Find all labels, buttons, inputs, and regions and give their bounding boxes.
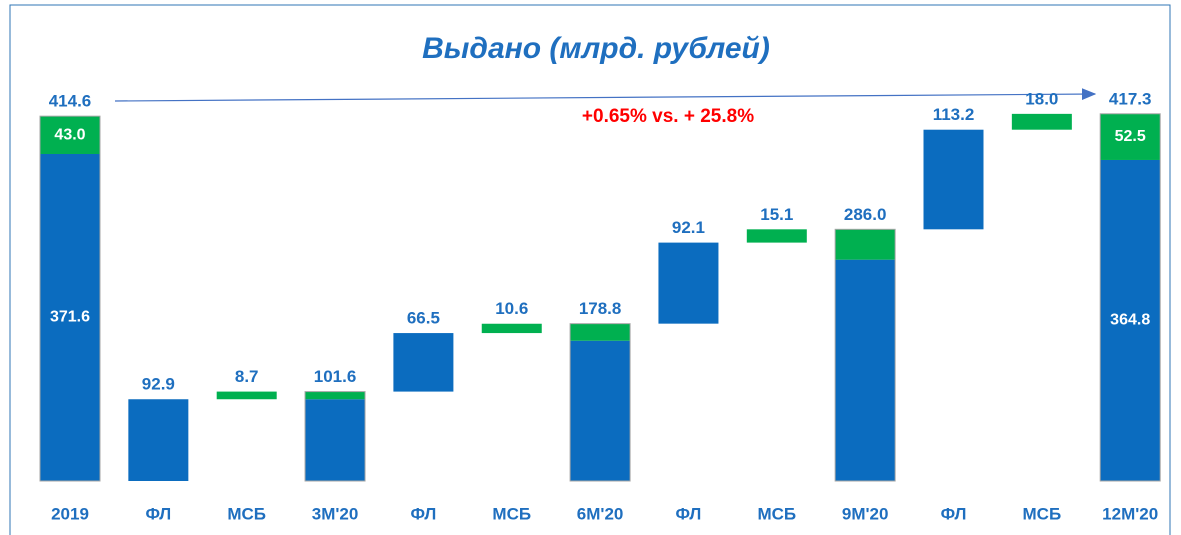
bar-segment <box>658 242 719 324</box>
x-tick-label: МСБ <box>757 504 796 523</box>
bar-segment <box>1011 113 1072 130</box>
bar-segment <box>835 259 896 481</box>
bar-segment <box>570 340 631 481</box>
x-tick-label: 3М'20 <box>312 504 359 523</box>
segment-label: 371.6 <box>50 309 90 326</box>
segment-label: 364.8 <box>1110 312 1150 329</box>
x-tick-label: 9М'20 <box>842 504 889 523</box>
bar-segment <box>481 323 542 334</box>
value-label: 92.1 <box>672 218 705 237</box>
bar-segment <box>305 399 366 481</box>
bar-segment <box>835 229 896 260</box>
bar-segment <box>40 153 100 481</box>
total-outline <box>1099 113 1161 482</box>
value-label: 8.7 <box>235 367 259 386</box>
value-label: 18.0 <box>1025 89 1058 108</box>
bar-segment <box>393 333 454 392</box>
total-outline <box>304 391 366 482</box>
x-tick-label: ФЛ <box>676 504 702 523</box>
total-label: 178.8 <box>579 299 622 318</box>
total-outline <box>569 323 631 482</box>
bar-segment <box>1100 159 1161 481</box>
total-outline <box>834 228 896 482</box>
frame <box>9 4 1171 535</box>
value-label: 92.9 <box>142 375 175 394</box>
value-label: 10.6 <box>495 299 528 318</box>
annotation: +0.65% vs. + 25.8% <box>582 106 754 127</box>
x-tick-label: МСБ <box>1023 504 1062 523</box>
bar-segment <box>923 129 984 230</box>
segment-label: 52.5 <box>1115 128 1146 145</box>
value-label: 113.2 <box>933 105 975 124</box>
total-label: 286.0 <box>844 205 887 224</box>
x-tick-label: 6М'20 <box>577 504 624 523</box>
bar-segment <box>746 229 807 243</box>
bar-segment <box>128 399 189 481</box>
value-label: 66.5 <box>407 309 440 328</box>
segment-label: 43.0 <box>54 126 85 143</box>
bar-segment <box>305 391 366 400</box>
bar-segment <box>1100 113 1161 160</box>
total-label: 101.6 <box>314 367 357 386</box>
x-tick-label: МСБ <box>227 504 266 523</box>
x-tick-label: ФЛ <box>941 504 967 523</box>
bar-segment <box>570 323 631 341</box>
x-tick-label: ФЛ <box>145 504 171 523</box>
x-tick-label: МСБ <box>492 504 531 523</box>
total-label: 417.3 <box>1109 89 1152 108</box>
total-label: 414.6 <box>49 92 92 111</box>
bar-segment <box>216 391 277 400</box>
value-label: 15.1 <box>760 205 793 224</box>
x-tick-label: 12М'20 <box>1102 504 1158 523</box>
x-tick-label: ФЛ <box>411 504 437 523</box>
bar-segment <box>40 116 100 154</box>
total-outline <box>39 115 101 482</box>
chart-title: Выдано (млрд. рублей) <box>422 32 770 65</box>
x-tick-label: 2019 <box>51 504 89 523</box>
arrow <box>114 88 1097 102</box>
